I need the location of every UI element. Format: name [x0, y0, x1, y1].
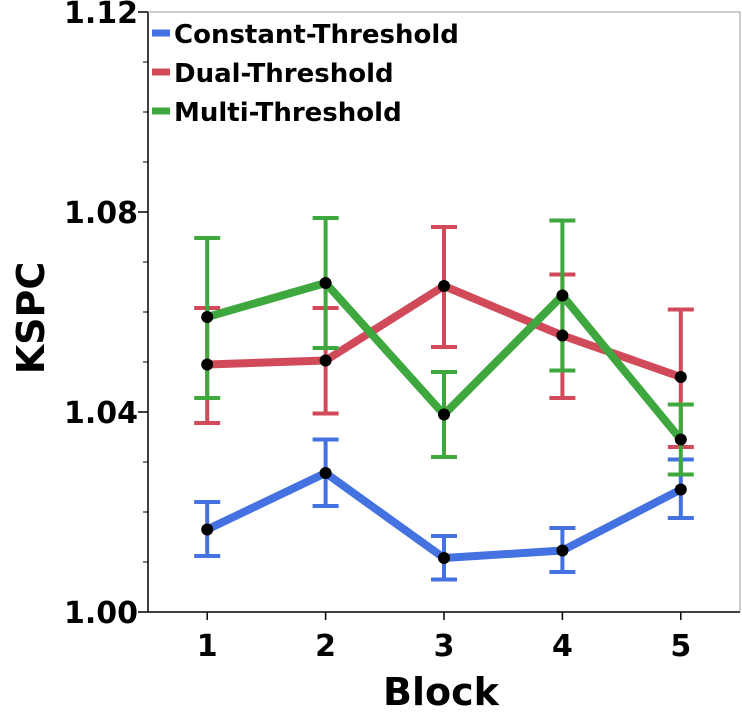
data-point [556, 544, 569, 557]
y-axis-title: KSPC [9, 262, 53, 375]
y-tick-label: 1.08 [64, 196, 138, 231]
y-tick-label: 1.12 [64, 0, 138, 31]
data-point [319, 467, 332, 479]
data-point [556, 329, 569, 342]
data-point [201, 523, 214, 536]
legend-label: Multi-Threshold [174, 98, 402, 128]
legend: Constant-Threshold Dual-Threshold Multi-Th… [152, 20, 459, 128]
legend-label: Dual-Threshold [174, 59, 394, 89]
data-point [319, 354, 332, 367]
data-point [319, 277, 332, 289]
x-tick-label: 1 [197, 629, 218, 664]
x-axis-title: Block [383, 670, 500, 714]
y-tick-label: 1.00 [64, 596, 138, 631]
data-point [201, 358, 214, 371]
data-point [674, 433, 687, 446]
data-point [438, 552, 450, 564]
data-point [556, 289, 569, 302]
x-tick-label: 3 [434, 629, 455, 664]
axes: 1.00 1.04 1.08 1.12 1 2 3 4 5 [64, 0, 741, 664]
x-tick-label: 2 [315, 629, 336, 664]
x-tick-label: 5 [670, 629, 691, 664]
series-layer [194, 216, 694, 582]
y-tick-label: 1.04 [64, 396, 138, 431]
data-point [201, 311, 214, 323]
data-point [438, 280, 450, 292]
data-point [674, 483, 687, 496]
data-point [674, 371, 687, 383]
x-tick-label: 4 [552, 629, 573, 664]
legend-label: Constant-Threshold [174, 20, 459, 50]
data-point [438, 408, 450, 421]
